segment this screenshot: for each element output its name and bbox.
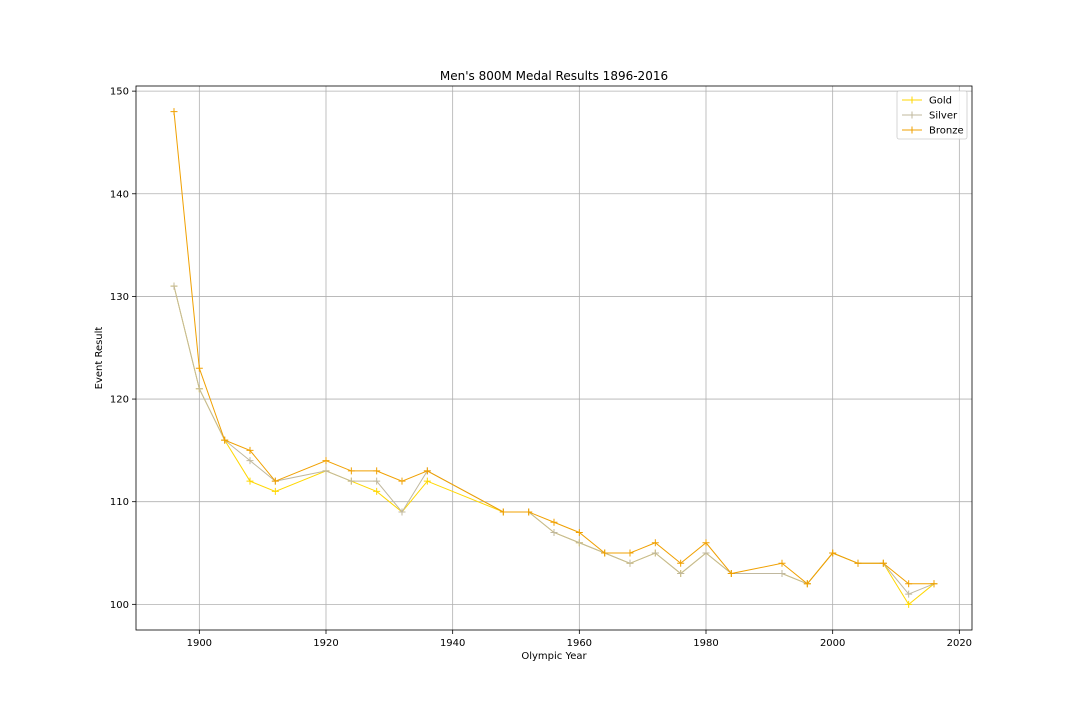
gold-data-point (373, 487, 381, 495)
series-lines (170, 108, 938, 608)
gold-data-point (246, 477, 254, 485)
silver-data-point (246, 457, 254, 465)
silver-data-point (373, 477, 381, 485)
silver-legend-marker (908, 111, 916, 119)
bronze-legend-label: Bronze (929, 126, 964, 137)
x-tick-label: 2000 (820, 638, 845, 649)
bronze-data-point (626, 549, 634, 557)
bronze-data-point (702, 539, 710, 547)
silver-data-point (575, 539, 583, 547)
y-tick-label: 140 (110, 189, 129, 200)
bronze-data-point (271, 477, 279, 485)
silver-data-point (170, 282, 178, 290)
bronze-data-point (423, 467, 431, 475)
y-tick-label: 120 (110, 395, 129, 406)
gold-legend-marker (908, 96, 916, 104)
silver-data-point (651, 549, 659, 557)
bronze-data-point (246, 446, 254, 454)
x-tick-label: 1920 (313, 638, 338, 649)
bronze-data-point (727, 570, 735, 578)
silver-data-point (702, 549, 710, 557)
silver-data-point (398, 508, 406, 516)
gold-data-point (423, 477, 431, 485)
bronze-data-point (601, 549, 609, 557)
bronze-data-point (221, 436, 229, 444)
x-tick-label: 1900 (187, 638, 212, 649)
bronze-data-point (879, 559, 887, 567)
bronze-data-point (651, 539, 659, 547)
bronze-data-point (347, 467, 355, 475)
silver-data-point (626, 559, 634, 567)
x-tick-label: 1980 (693, 638, 718, 649)
y-tick-label: 150 (110, 87, 129, 98)
bronze-data-point (195, 364, 203, 372)
x-axis-label: Olympic Year (521, 651, 587, 662)
bronze-data-point (677, 559, 685, 567)
bronze-data-point (575, 528, 583, 536)
grid-lines (136, 86, 972, 630)
silver-data-point (677, 570, 685, 578)
gold-data-point (905, 600, 913, 608)
y-tick-label: 130 (110, 292, 129, 303)
legend-box (896, 90, 968, 140)
gold-legend-label: Gold (929, 96, 952, 107)
bronze-data-point (398, 477, 406, 485)
y-tick-label: 100 (110, 600, 129, 611)
x-tick-label: 1960 (567, 638, 592, 649)
y-axis-label: Event Result (94, 327, 105, 390)
silver-data-point (905, 590, 913, 598)
bronze-data-point (905, 580, 913, 588)
bronze-data-point (829, 549, 837, 557)
chart-title: Men's 800M Medal Results 1896-2016 (440, 69, 668, 83)
bronze-data-point (550, 518, 558, 526)
silver-data-point (347, 477, 355, 485)
bronze-data-point (170, 108, 178, 116)
bronze-data-point (322, 457, 330, 465)
legend: Gold Silver Bronze (896, 90, 968, 140)
x-tick-label: 2020 (947, 638, 972, 649)
y-tick-label: 110 (110, 497, 129, 508)
bronze-data-point (499, 508, 507, 516)
bronze-data-point (373, 467, 381, 475)
bronze-data-point (525, 508, 533, 516)
silver-data-point (195, 385, 203, 393)
silver-data-point (550, 528, 558, 536)
x-tick-label: 1940 (440, 638, 465, 649)
bronze-data-point (854, 559, 862, 567)
bronze-data-point (778, 559, 786, 567)
bronze-data-point (803, 580, 811, 588)
silver-data-point (322, 467, 330, 475)
plot-frame (135, 85, 973, 631)
silver-data-point (778, 570, 786, 578)
bronze-legend-marker (908, 126, 916, 134)
axis-ticks: 1900 1920 1940 1960 1980 2000 2020 100 110 120 130… (110, 87, 972, 649)
silver-legend-label: Silver (929, 111, 958, 122)
gold-data-point (271, 487, 279, 495)
bronze-data-point (930, 580, 938, 588)
